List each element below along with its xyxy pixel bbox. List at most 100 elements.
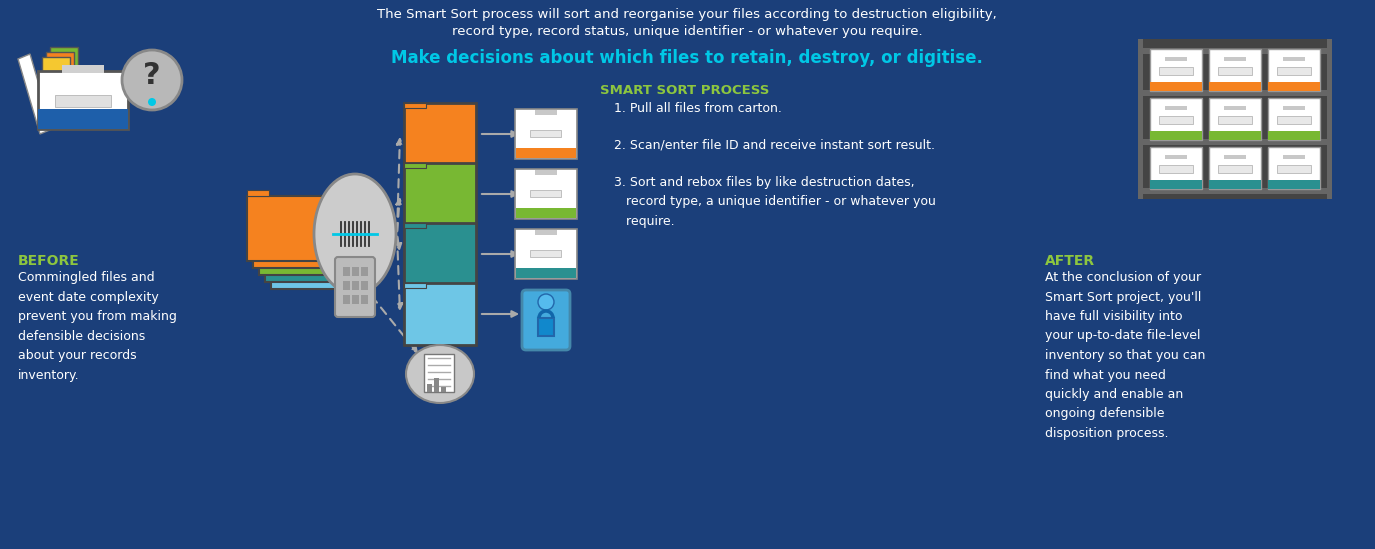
Text: ?: ?	[143, 60, 161, 89]
FancyBboxPatch shape	[404, 103, 476, 165]
Bar	[362, 295, 368, 304]
Circle shape	[148, 98, 155, 106]
Circle shape	[538, 294, 554, 310]
Bar	[1268, 82, 1320, 91]
Bar	[1150, 147, 1202, 189]
Bar	[535, 170, 557, 175]
Polygon shape	[18, 54, 52, 134]
Text: Commingled files and
event date complexity
prevent you from making
defensible de: Commingled files and event date complexi…	[18, 271, 177, 382]
Text: SMART SORT PROCESS: SMART SORT PROCESS	[600, 84, 770, 97]
Bar	[1209, 147, 1261, 189]
Bar	[1150, 180, 1202, 189]
Bar	[362, 267, 368, 276]
Bar	[1159, 68, 1192, 75]
Bar	[1283, 57, 1305, 61]
Bar	[516, 268, 576, 278]
FancyBboxPatch shape	[404, 283, 476, 345]
Bar	[1150, 49, 1202, 91]
Bar	[1165, 155, 1188, 159]
Bar	[342, 281, 351, 290]
Text: 1. Pull all files from carton.: 1. Pull all files from carton.	[615, 102, 782, 115]
FancyBboxPatch shape	[516, 169, 578, 219]
Bar	[258, 204, 280, 210]
Bar	[1138, 39, 1143, 199]
Bar	[352, 281, 359, 290]
Bar	[1165, 105, 1188, 110]
Bar	[424, 354, 454, 392]
Bar	[38, 109, 128, 129]
FancyBboxPatch shape	[516, 229, 578, 279]
Text: AFTER: AFTER	[1045, 254, 1094, 268]
Bar	[1327, 39, 1332, 199]
Bar	[38, 71, 128, 129]
Bar	[265, 211, 287, 217]
Text: 2. Scan/enter file ID and receive instant sort result.: 2. Scan/enter file ID and receive instan…	[615, 139, 935, 152]
Text: 3. Sort and rebox files by like destruction dates,
   record type, a unique iden: 3. Sort and rebox files by like destruct…	[615, 176, 936, 228]
Ellipse shape	[314, 174, 396, 294]
Bar	[531, 130, 561, 137]
FancyBboxPatch shape	[248, 196, 323, 261]
Bar	[43, 57, 70, 77]
Bar	[404, 163, 426, 168]
Bar	[49, 47, 78, 67]
Bar	[1224, 155, 1247, 159]
Bar	[1138, 39, 1332, 199]
Bar	[1150, 98, 1202, 140]
Bar	[1209, 131, 1261, 140]
Bar	[1150, 131, 1202, 140]
Bar	[531, 250, 561, 256]
Bar	[1165, 57, 1188, 61]
Bar	[516, 148, 576, 158]
Bar	[62, 65, 104, 73]
Bar	[1138, 48, 1332, 54]
Bar	[531, 190, 561, 197]
Bar	[1268, 131, 1320, 140]
Bar	[538, 318, 554, 336]
Bar	[342, 267, 351, 276]
Bar	[1224, 105, 1247, 110]
FancyBboxPatch shape	[336, 257, 375, 317]
Bar	[1209, 49, 1261, 91]
Bar	[1138, 90, 1332, 96]
Bar	[516, 208, 576, 218]
Bar	[428, 384, 432, 392]
Bar	[55, 95, 111, 107]
Bar	[404, 223, 426, 228]
Bar	[1277, 116, 1310, 124]
FancyBboxPatch shape	[516, 109, 578, 159]
Bar	[1159, 116, 1192, 124]
Bar	[535, 110, 557, 115]
FancyBboxPatch shape	[404, 163, 476, 225]
Bar	[1277, 165, 1310, 173]
FancyBboxPatch shape	[271, 224, 346, 289]
Bar	[1138, 188, 1332, 194]
Bar	[535, 230, 557, 235]
Text: record type, record status, unique identifier - or whatever you require.: record type, record status, unique ident…	[451, 25, 923, 38]
Bar	[1159, 165, 1192, 173]
Bar	[1209, 180, 1261, 189]
Text: The Smart Sort process will sort and reorganise your files according to destruct: The Smart Sort process will sort and reo…	[377, 8, 997, 21]
Bar	[271, 218, 293, 224]
Text: BEFORE: BEFORE	[18, 254, 80, 268]
Bar	[1268, 147, 1320, 189]
Bar	[404, 283, 426, 288]
FancyBboxPatch shape	[404, 223, 476, 285]
Bar	[1218, 116, 1251, 124]
FancyBboxPatch shape	[258, 210, 336, 275]
Ellipse shape	[406, 345, 474, 403]
Bar	[253, 197, 275, 203]
Bar	[1218, 68, 1251, 75]
Bar	[352, 267, 359, 276]
Bar	[1268, 49, 1320, 91]
Text: Make decisions about which files to retain, destroy, or digitise.: Make decisions about which files to reta…	[390, 49, 983, 67]
Bar	[1209, 98, 1261, 140]
Bar	[248, 190, 270, 196]
Circle shape	[122, 50, 182, 110]
Bar	[441, 387, 446, 392]
Bar	[1277, 68, 1310, 75]
Bar	[352, 295, 359, 304]
Text: At the conclusion of your
Smart Sort project, you'll
have full visibility into
y: At the conclusion of your Smart Sort pro…	[1045, 271, 1206, 440]
Bar	[434, 378, 439, 392]
Bar	[362, 281, 368, 290]
Bar	[1268, 180, 1320, 189]
